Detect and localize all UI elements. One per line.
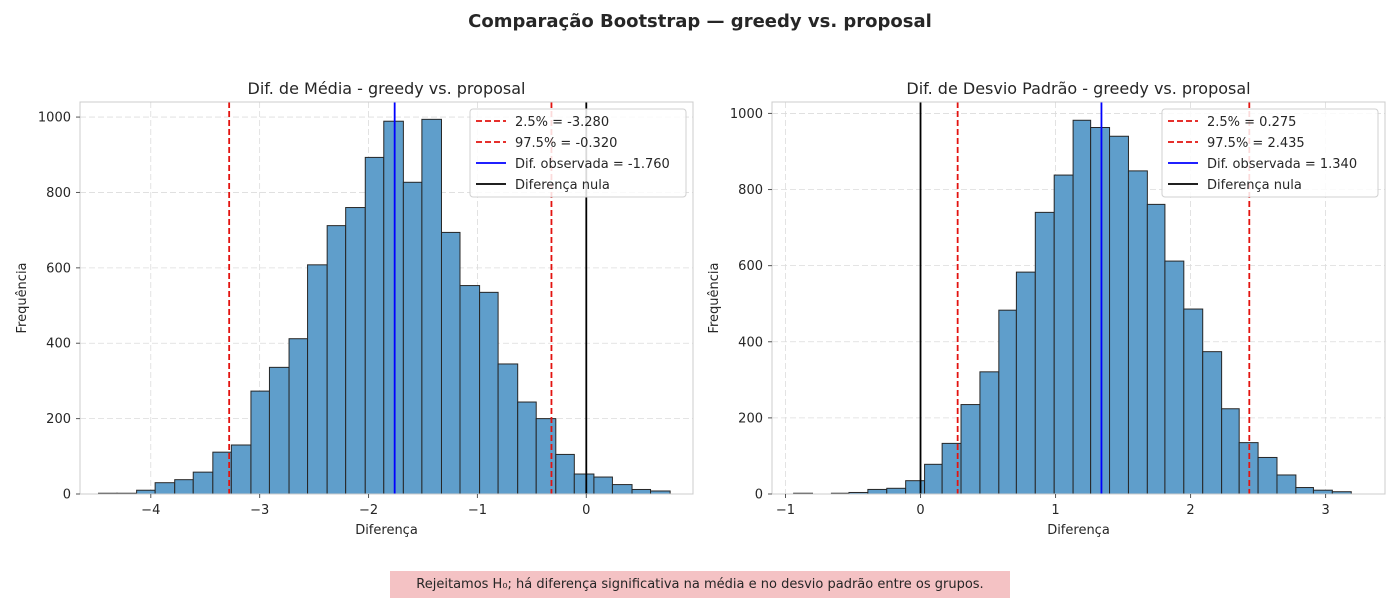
histogram-bar [1295, 487, 1314, 495]
y-axis-label: Frequência [707, 262, 722, 333]
x-tick-label: −4 [141, 503, 160, 518]
mean-difference-histogram: −4 −3 −2 −1 0 0 200 400 600 800 1000 Dif. de Média … [15, 79, 694, 538]
legend-label: Diferença nula [1207, 178, 1302, 193]
x-axis-label: Diferença [1047, 523, 1110, 538]
histogram-bar [573, 473, 595, 495]
y-tick-label: 400 [46, 337, 71, 352]
histogram-bar [307, 264, 328, 495]
x-tick-label: 0 [916, 503, 924, 518]
histogram-bar [517, 401, 537, 495]
histogram-bar [979, 371, 1000, 495]
histogram-bar [383, 120, 404, 495]
histogram-bar [326, 225, 347, 495]
std-difference-histogram: −1 0 1 2 3 0 200 400 600 800 1000 Dif. de Desvio Pa… [707, 79, 1386, 538]
histogram-bar [941, 442, 962, 495]
x-tick-label: −3 [250, 503, 269, 518]
legend-label: 2.5% = -3.280 [515, 115, 609, 130]
y-tick-label: 400 [738, 335, 763, 350]
histogram-bar [440, 231, 461, 495]
histogram-bar [154, 482, 176, 495]
histogram-bar [905, 480, 926, 495]
histogram-bar [479, 291, 499, 495]
histogram-bar [230, 444, 252, 495]
histogram-bar [288, 338, 309, 495]
histogram-bar [555, 453, 575, 495]
histogram-bar [497, 363, 519, 495]
y-axis-label: Frequência [15, 262, 30, 333]
y-tick-label: 600 [738, 259, 763, 274]
x-tick-label: 1 [1051, 503, 1059, 518]
y-tick-label: 0 [755, 488, 763, 503]
histogram-bar [250, 390, 270, 495]
histogram-bar [1090, 126, 1111, 495]
legend-label: 2.5% = 0.275 [1207, 115, 1296, 130]
x-tick-label: −1 [776, 503, 795, 518]
plot-frame [771, 101, 1386, 495]
legend-box [1161, 108, 1379, 198]
histogram-bar [364, 156, 385, 495]
histogram-bar [421, 118, 442, 495]
histogram-bar [611, 484, 633, 495]
x-tick-label: −2 [359, 503, 378, 518]
y-tick-label: 200 [738, 411, 763, 426]
histogram-bar [535, 418, 557, 495]
histogram-bar [345, 207, 366, 495]
chart-title: Dif. de Desvio Padrão - greedy vs. propo… [906, 79, 1250, 98]
y-tick-label: 800 [738, 183, 763, 198]
histogram-bar [459, 285, 481, 495]
figure-title: Comparação Bootstrap — greedy vs. propos… [468, 11, 932, 32]
plot-frame [79, 101, 694, 495]
histogram-bar [1238, 442, 1259, 495]
y-tick-label: 200 [46, 412, 71, 427]
histogram-bar [960, 404, 981, 495]
y-tick-label: 600 [46, 261, 71, 276]
y-tick-label: 1000 [38, 111, 71, 126]
legend-box [469, 108, 687, 198]
legend-label: Dif. observada = 1.340 [1207, 157, 1357, 172]
x-tick-label: 0 [582, 503, 590, 518]
histogram-bar [1146, 203, 1166, 495]
histogram-bar [1257, 456, 1278, 495]
histogram-bar [1312, 489, 1333, 495]
legend-label: Diferença nula [515, 178, 610, 193]
histogram-bar [1202, 351, 1223, 495]
legend-label: 97.5% = -0.320 [515, 136, 617, 151]
legend-label: 97.5% = 2.435 [1207, 136, 1305, 151]
histogram-bar [174, 479, 194, 495]
histogram-bar [1221, 408, 1240, 495]
histogram-bar [593, 476, 613, 495]
histogram-bar [867, 488, 888, 495]
histogram-bar [886, 487, 907, 495]
histogram-bar [1034, 211, 1055, 495]
x-axis-label: Diferença [355, 523, 418, 538]
x-tick-label: 3 [1321, 503, 1329, 518]
histogram-bar [402, 181, 423, 495]
y-tick-label: 0 [63, 488, 71, 503]
y-tick-label: 1000 [730, 107, 763, 122]
chart-title: Dif. de Média - greedy vs. proposal [248, 79, 526, 98]
histogram-bar [136, 489, 156, 495]
histogram-bar [1127, 170, 1148, 495]
histogram-bar [1109, 135, 1129, 495]
x-tick-label: −1 [468, 503, 487, 518]
y-tick-label: 800 [46, 186, 71, 201]
histogram-bar [1164, 260, 1185, 495]
histogram-bar [631, 488, 652, 495]
histogram-bar [1276, 474, 1297, 495]
histogram-bar [1183, 308, 1204, 495]
histogram-bar [268, 366, 290, 495]
histogram-bar [1072, 119, 1092, 495]
histogram-bar [192, 471, 214, 495]
histogram-bar [1015, 271, 1036, 495]
histogram-bar [924, 463, 943, 495]
legend-label: Dif. observada = -1.760 [515, 157, 670, 172]
histogram-bar [1053, 174, 1074, 495]
histogram-bar [998, 309, 1017, 495]
x-tick-label: 2 [1186, 503, 1194, 518]
conclusion-note: Rejeitamos H₀; há diferença significativ… [390, 571, 1010, 598]
